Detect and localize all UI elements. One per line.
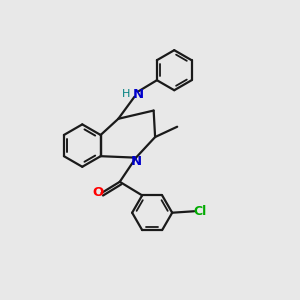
Text: N: N bbox=[131, 155, 142, 168]
Text: O: O bbox=[92, 187, 103, 200]
Text: N: N bbox=[133, 88, 144, 101]
Text: Cl: Cl bbox=[194, 205, 207, 218]
Text: H: H bbox=[122, 89, 130, 99]
